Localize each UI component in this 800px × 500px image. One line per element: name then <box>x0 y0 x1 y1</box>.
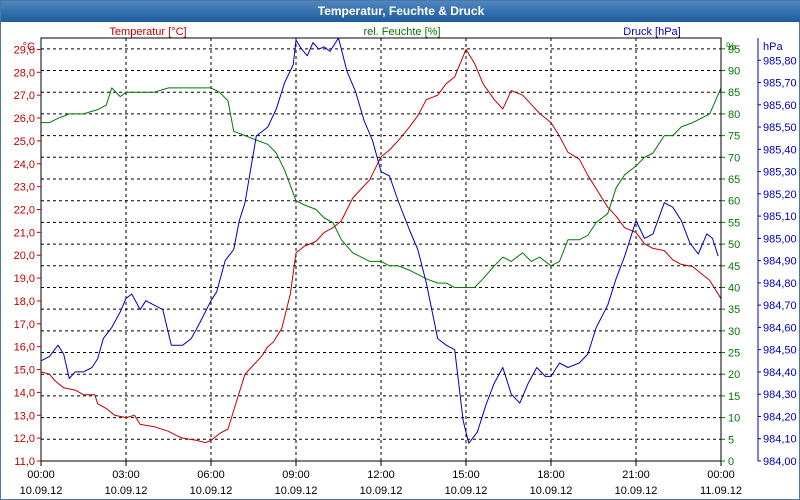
temp-tick-label: 28,0 <box>14 67 35 79</box>
pressure-tick-label: 984,80 <box>763 278 797 290</box>
series-layer <box>40 37 722 444</box>
temp-tick-label: 16,0 <box>14 342 35 354</box>
pressure-tick-label: 985,20 <box>763 189 797 201</box>
x-tick-date: 11.09.12 <box>700 485 742 497</box>
pressure-tick-label: 984,10 <box>763 434 797 446</box>
pressure-tick-label: 985,30 <box>763 167 797 179</box>
pressure-tick-label: 985,80 <box>763 55 797 67</box>
pressure-tick-label: 985,40 <box>763 144 797 156</box>
pressure-unit: hPa <box>763 41 783 53</box>
humidity-tick-label: 90 <box>728 66 740 78</box>
x-tick-time: 03:00 <box>112 469 140 481</box>
x-tick-time: 18:00 <box>537 469 565 481</box>
temp-tick-label: 12,0 <box>14 433 35 445</box>
humidity-tick-label: 45 <box>728 261 740 273</box>
pressure-tick-label: 984,40 <box>763 367 797 379</box>
humidity-tick-label: 70 <box>728 152 740 164</box>
humidity-unit: % <box>726 41 736 53</box>
axis-labels: 00:00 10.09.12 03:00 10.09.12 06:00 10.09.12 0… <box>14 26 797 497</box>
humidity-tick-label: 60 <box>728 196 740 208</box>
x-tick-date: 10.09.12 <box>445 485 488 497</box>
humidity-tick-label: 20 <box>728 369 740 381</box>
x-tick-time: 09:00 <box>282 469 310 481</box>
pressure-tick-label: 984,30 <box>763 389 797 401</box>
humidity-series-line <box>41 87 722 288</box>
humidity-tick-label: 10 <box>728 413 740 425</box>
pressure-tick-label: 985,60 <box>763 100 797 112</box>
pressure-tick-label: 985,70 <box>763 78 797 90</box>
temp-tick-label: 22,0 <box>14 204 35 216</box>
pressure-tick-label: 984,00 <box>763 456 797 468</box>
x-tick-time: 21:00 <box>622 469 650 481</box>
humidity-tick-label: 50 <box>728 239 740 251</box>
temp-tick-label: 21,0 <box>14 227 35 239</box>
temp-tick-label: 23,0 <box>14 182 35 194</box>
temp-tick-label: 15,0 <box>14 365 35 377</box>
x-tick-date: 10.09.12 <box>275 485 318 497</box>
humidity-tick-label: 40 <box>728 282 740 294</box>
x-tick-date: 10.09.12 <box>615 485 658 497</box>
x-tick-date: 10.09.12 <box>190 485 233 497</box>
temp-tick-label: 27,0 <box>14 90 35 102</box>
temperature-series-line <box>40 48 722 444</box>
temp-tick-label: 26,0 <box>14 113 35 125</box>
x-tick-time: 12:00 <box>367 469 395 481</box>
temp-tick-label: 19,0 <box>14 273 35 285</box>
grid-lines <box>41 38 721 461</box>
temp-tick-label: 25,0 <box>14 136 35 148</box>
pressure-tick-label: 984,90 <box>763 256 797 268</box>
humidity-tick-label: 95 <box>728 44 740 56</box>
pressure-tick-label: 984,70 <box>763 300 797 312</box>
temp-tick-label: 17,0 <box>14 319 35 331</box>
temp-tick-label: 13,0 <box>14 410 35 422</box>
x-tick-date: 10.09.12 <box>360 485 403 497</box>
x-tick-time: 06:00 <box>197 469 225 481</box>
x-tick-time: 15:00 <box>452 469 480 481</box>
x-tick-date: 10.09.12 <box>105 485 148 497</box>
humidity-tick-label: 25 <box>728 348 740 360</box>
x-tick-date: 10.09.12 <box>20 485 63 497</box>
x-tick-date: 10.09.12 <box>530 485 573 497</box>
x-tick-time: 00:00 <box>27 469 55 481</box>
temp-legend: Temperatur [°C] <box>109 26 186 38</box>
pressure-legend: Druck [hPa] <box>623 26 680 38</box>
temp-tick-label: 11,0 <box>14 456 35 468</box>
x-tick-time: 00:00 <box>707 469 735 481</box>
humidity-tick-label: 15 <box>728 391 740 403</box>
temp-tick-label: 24,0 <box>14 159 35 171</box>
pressure-tick-label: 985,00 <box>763 233 797 245</box>
temp-tick-label: 14,0 <box>14 387 35 399</box>
temp-tick-label: 20,0 <box>14 250 35 262</box>
humidity-tick-label: 30 <box>728 326 740 338</box>
humidity-tick-label: 80 <box>728 109 740 121</box>
humidity-tick-label: 5 <box>728 434 734 446</box>
temp-tick-label: 29,0 <box>14 44 35 56</box>
humidity-tick-label: 0 <box>728 456 734 468</box>
humidity-tick-label: 35 <box>728 304 740 316</box>
temp-tick-label: 18,0 <box>14 296 35 308</box>
humidity-tick-label: 75 <box>728 131 740 143</box>
temp-unit: °C <box>23 41 35 53</box>
humidity-tick-label: 65 <box>728 174 740 186</box>
chart-title: Temperatur, Feuchte & Druck <box>1 1 800 22</box>
humidity-legend: rel. Feuchte [%] <box>363 26 440 38</box>
pressure-series-line <box>40 37 719 444</box>
humidity-tick-label: 85 <box>728 87 740 99</box>
pressure-tick-label: 984,50 <box>763 345 797 357</box>
pressure-tick-label: 985,10 <box>763 211 797 223</box>
pressure-tick-label: 984,20 <box>763 411 797 423</box>
pressure-tick-label: 984,60 <box>763 322 797 334</box>
pressure-tick-label: 985,50 <box>763 122 797 134</box>
humidity-tick-label: 55 <box>728 217 740 229</box>
